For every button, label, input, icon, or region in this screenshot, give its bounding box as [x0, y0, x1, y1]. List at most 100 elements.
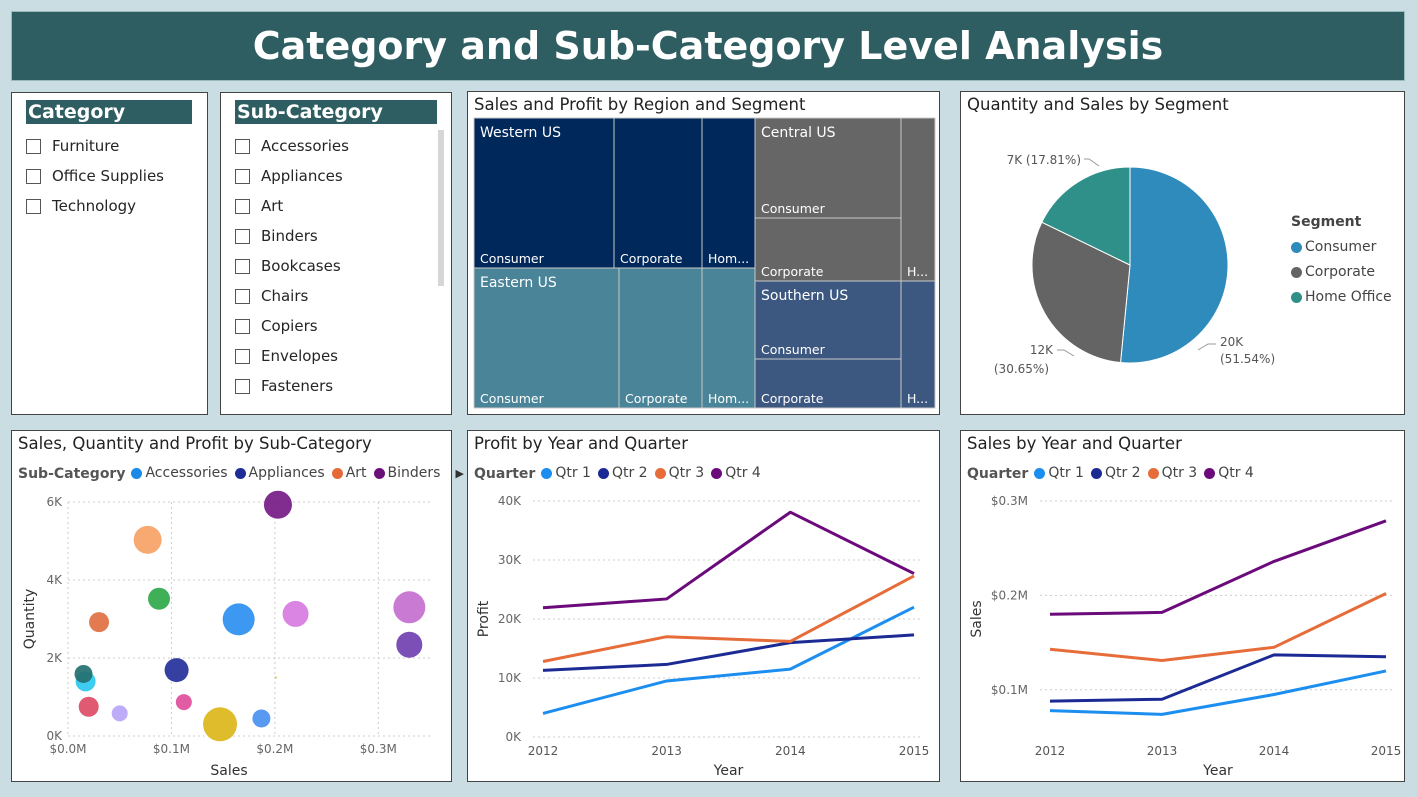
legend-label: Accessories: [145, 465, 228, 481]
legend-item[interactable]: Qtr 4: [1204, 465, 1254, 481]
checkbox[interactable]: [235, 348, 250, 364]
y-tick-label: 4K: [46, 573, 63, 587]
scatter-point[interactable]: [274, 676, 277, 679]
treemap-cell[interactable]: [754, 358, 902, 409]
treemap-cell[interactable]: [754, 280, 902, 360]
pie-title: Quantity and Sales by Segment: [967, 95, 1229, 114]
scatter-point[interactable]: [263, 490, 292, 519]
scatter-point[interactable]: [222, 603, 255, 636]
legend-next-arrow-icon[interactable]: ▶: [455, 467, 464, 481]
legend-item[interactable]: Qtr 3: [1147, 465, 1197, 481]
pie-slice[interactable]: [1119, 166, 1229, 364]
scatter-point[interactable]: [393, 591, 426, 624]
profit-legend: Quarter Qtr 1 Qtr 2 Qtr 3 Qtr 4: [474, 465, 768, 483]
y-tick-label: 2K: [46, 651, 63, 665]
treemap-cell[interactable]: [613, 117, 703, 269]
checkbox[interactable]: [235, 378, 250, 394]
y-tick-label: $0.3M: [991, 494, 1028, 508]
legend-item[interactable]: Qtr 1: [541, 465, 591, 481]
treemap-segment-label: Consumer: [480, 391, 545, 406]
series-line[interactable]: [542, 510, 915, 610]
x-tick-label: $0.1M: [153, 742, 190, 756]
pie-legend-item[interactable]: Consumer: [1291, 239, 1392, 255]
treemap-cell[interactable]: [900, 117, 936, 282]
y-tick-label: 20K: [498, 612, 522, 626]
slicer-item[interactable]: Bookcases: [235, 257, 341, 275]
treemap-cell[interactable]: [618, 267, 703, 409]
scatter-point[interactable]: [89, 612, 110, 633]
checkbox[interactable]: [235, 228, 250, 244]
series-line[interactable]: [1049, 653, 1387, 703]
checkbox[interactable]: [235, 258, 250, 274]
series-line[interactable]: [1049, 669, 1387, 716]
pie-data-label: (51.54%): [1220, 352, 1275, 366]
legend-item[interactable]: Qtr 2: [1090, 465, 1141, 481]
checkbox[interactable]: [26, 168, 41, 184]
legend-item[interactable]: Binders: [373, 465, 440, 481]
y-tick-label: 0K: [505, 730, 522, 744]
pie-legend-item[interactable]: Home Office: [1291, 289, 1392, 305]
series-line[interactable]: [542, 574, 915, 663]
scatter-point[interactable]: [148, 587, 171, 610]
scatter-point[interactable]: [133, 525, 162, 554]
scatter-point[interactable]: [111, 705, 128, 722]
scatter-panel: Sales, Quantity and Profit by Sub-Catego…: [11, 430, 464, 782]
x-tick-label: $0.0M: [49, 742, 86, 756]
treemap-cell[interactable]: [900, 280, 936, 409]
scatter-title: Sales, Quantity and Profit by Sub-Catego…: [18, 434, 372, 453]
scatter-point[interactable]: [78, 696, 99, 717]
series-line[interactable]: [1049, 592, 1387, 663]
series-line[interactable]: [542, 605, 915, 715]
slicer-item-label: Bookcases: [261, 257, 341, 275]
slicer-item[interactable]: Art: [235, 197, 283, 215]
checkbox[interactable]: [235, 168, 250, 184]
slicer-item[interactable]: Office Supplies: [26, 167, 164, 185]
legend-item[interactable]: Qtr 1: [1034, 465, 1084, 481]
slicer-item[interactable]: Chairs: [235, 287, 308, 305]
pie-data-label: 7K (17.81%): [1007, 153, 1081, 167]
checkbox[interactable]: [235, 318, 250, 334]
treemap-cell[interactable]: [473, 267, 620, 409]
slicer-item[interactable]: Accessories: [235, 137, 349, 155]
pie-legend-item[interactable]: Corporate: [1291, 264, 1392, 280]
scatter-point[interactable]: [252, 709, 271, 728]
slicer-item[interactable]: Fasteners: [235, 377, 333, 395]
legend-item[interactable]: Appliances: [234, 465, 325, 481]
legend-item[interactable]: Qtr 2: [597, 465, 648, 481]
slicer-item[interactable]: Furniture: [26, 137, 119, 155]
scatter-point[interactable]: [74, 664, 93, 683]
slicer-item[interactable]: Technology: [26, 197, 136, 215]
checkbox[interactable]: [235, 198, 250, 214]
legend-item[interactable]: Qtr 4: [711, 465, 761, 481]
slicer-item[interactable]: Copiers: [235, 317, 318, 335]
slicer-item-label: Binders: [261, 227, 318, 245]
legend-item[interactable]: Art: [331, 465, 367, 481]
subcategory-scrollbar[interactable]: [438, 130, 444, 286]
checkbox[interactable]: [26, 198, 41, 214]
legend-item[interactable]: Qtr 3: [654, 465, 704, 481]
treemap-region-label: Central US: [761, 125, 836, 141]
scatter-point[interactable]: [164, 658, 189, 683]
checkbox[interactable]: [26, 138, 41, 154]
series-line[interactable]: [542, 633, 915, 672]
x-axis-title: Year: [1202, 763, 1233, 779]
treemap-cell[interactable]: [701, 267, 756, 409]
x-axis-title: Sales: [210, 763, 247, 779]
checkbox[interactable]: [235, 288, 250, 304]
pie-leader-line: [1057, 349, 1075, 357]
pie-slice[interactable]: [1031, 221, 1131, 364]
checkbox[interactable]: [235, 138, 250, 154]
scatter-point[interactable]: [175, 694, 192, 711]
scatter-point[interactable]: [282, 600, 309, 627]
scatter-point[interactable]: [396, 631, 423, 658]
scatter-point[interactable]: [203, 707, 238, 742]
treemap-cell[interactable]: [701, 117, 756, 269]
pie-slice[interactable]: [1041, 166, 1131, 266]
slicer-item[interactable]: Binders: [235, 227, 318, 245]
series-line[interactable]: [1049, 519, 1387, 616]
legend-item[interactable]: Accessories: [131, 465, 228, 481]
slicer-item[interactable]: Envelopes: [235, 347, 338, 365]
x-tick-label: 2012: [528, 744, 559, 758]
slicer-item[interactable]: Appliances: [235, 167, 343, 185]
